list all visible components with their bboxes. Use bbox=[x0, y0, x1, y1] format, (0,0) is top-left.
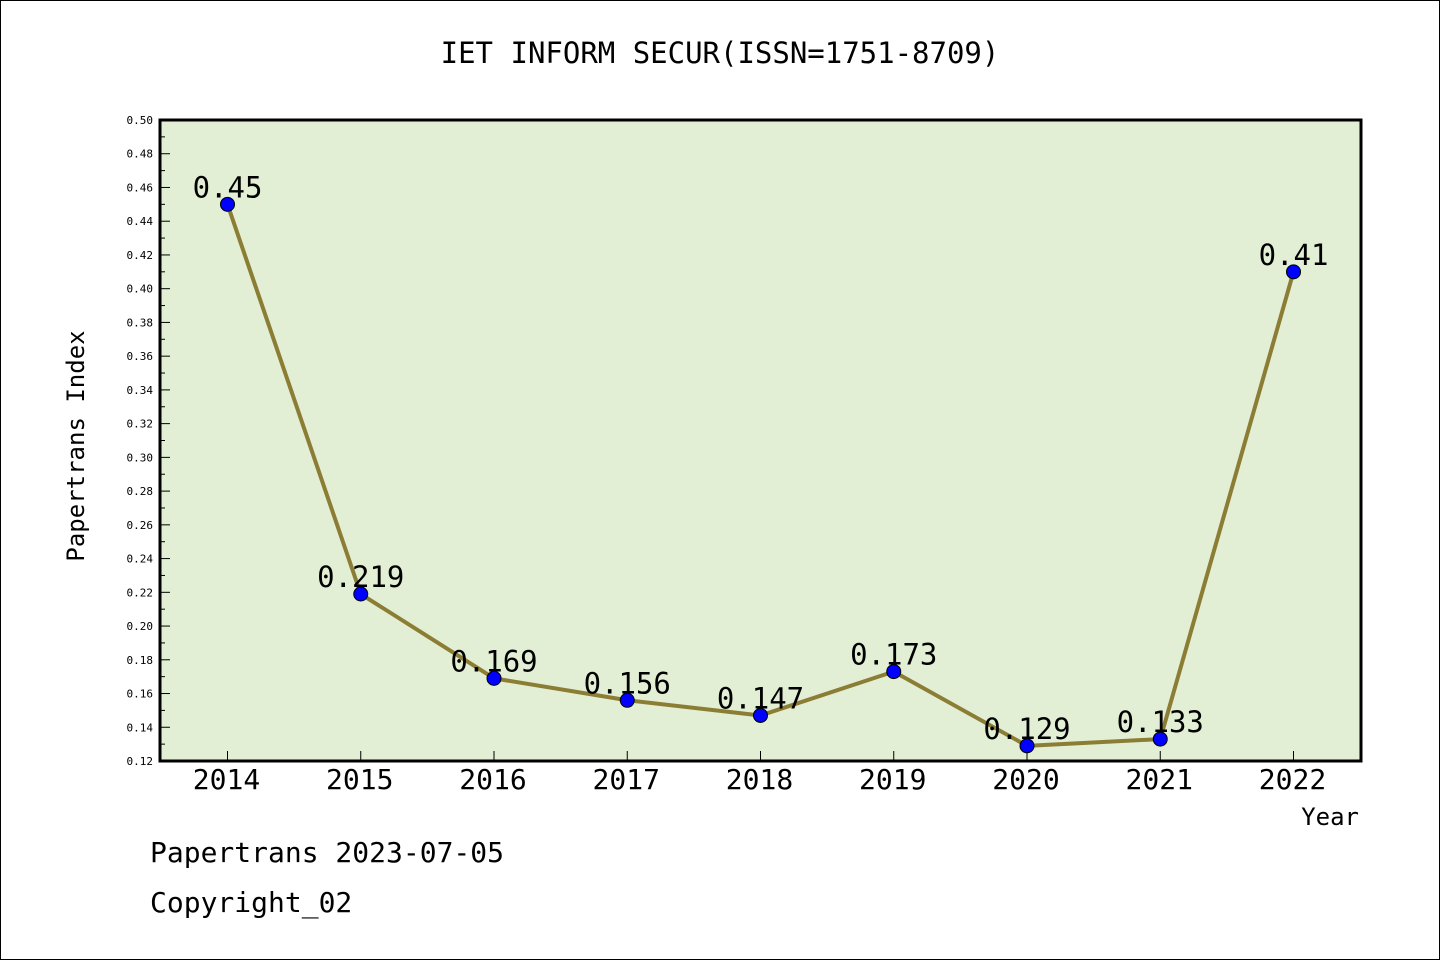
y-tick-label: 0.38 bbox=[127, 316, 154, 329]
y-tick-label: 0.50 bbox=[127, 114, 154, 127]
data-point bbox=[886, 664, 902, 680]
data-label: 0.129 bbox=[983, 712, 1070, 746]
y-tick-label: 0.42 bbox=[127, 249, 154, 262]
data-label: 0.147 bbox=[717, 681, 804, 715]
x-tick-label: 2021 bbox=[1126, 763, 1193, 796]
x-axis: 2014 2015 2016 2017 2018 2019 2020 2021 2022 bbox=[193, 751, 1326, 796]
data-point bbox=[619, 692, 635, 708]
y-axis: 0.12 0.14 0.16 0.18 0.20 0.22 0.24 0.26 0.28 0.30… bbox=[127, 114, 170, 768]
y-tick-label: 0.12 bbox=[127, 755, 154, 768]
y-tick-label: 0.24 bbox=[127, 553, 154, 566]
data-point bbox=[753, 707, 768, 723]
data-point bbox=[486, 670, 502, 686]
chart-title: IET INFORM SECUR(ISSN=1751-8709) bbox=[440, 36, 1000, 70]
y-tick-label: 0.46 bbox=[127, 181, 154, 194]
footer-source: Papertrans 2023-07-05 bbox=[150, 836, 505, 869]
x-tick-label: 2019 bbox=[859, 763, 926, 796]
data-label: 0.45 bbox=[193, 170, 263, 204]
y-tick-label: 0.14 bbox=[127, 721, 154, 734]
data-point bbox=[353, 586, 369, 602]
y-tick-label: 0.20 bbox=[127, 620, 154, 633]
x-tick-label: 2018 bbox=[726, 763, 793, 796]
footer-copyright: Copyright_02 bbox=[150, 886, 353, 919]
series-layer: 0.45 0.219 0.169 0.156 0.147 0.173 0.129 0.133 0… bbox=[193, 170, 1329, 754]
data-label: 0.169 bbox=[450, 644, 537, 678]
y-axis-label: Papertrans Index bbox=[62, 330, 90, 561]
y-tick-label: 0.16 bbox=[127, 688, 154, 701]
y-tick-label: 0.34 bbox=[127, 384, 154, 397]
data-label: 0.219 bbox=[317, 560, 404, 594]
data-label: 0.133 bbox=[1117, 705, 1204, 739]
x-tick-label: 2022 bbox=[1259, 763, 1326, 796]
y-tick-label: 0.40 bbox=[127, 283, 154, 296]
data-point bbox=[1152, 731, 1168, 747]
x-tick-label: 2016 bbox=[459, 763, 526, 796]
x-tick-label: 2015 bbox=[326, 763, 393, 796]
x-tick-label: 2020 bbox=[992, 763, 1059, 796]
y-tick-label: 0.36 bbox=[127, 350, 154, 363]
data-label: 0.41 bbox=[1259, 238, 1329, 272]
y-tick-label: 0.30 bbox=[127, 451, 154, 464]
data-label: 0.173 bbox=[850, 638, 937, 672]
x-tick-label: 2014 bbox=[193, 763, 260, 796]
y-tick-label: 0.26 bbox=[127, 519, 154, 532]
data-label: 0.156 bbox=[584, 666, 671, 700]
plot-area bbox=[158, 118, 1363, 763]
data-point bbox=[1019, 738, 1035, 754]
y-tick-label: 0.44 bbox=[127, 215, 154, 228]
y-tick-label: 0.48 bbox=[127, 148, 154, 161]
y-tick-label: 0.22 bbox=[127, 586, 154, 599]
data-point bbox=[1286, 264, 1301, 280]
data-point bbox=[220, 196, 235, 212]
x-tick-label: 2017 bbox=[593, 763, 660, 796]
y-tick-label: 0.18 bbox=[127, 654, 154, 667]
y-tick-label: 0.32 bbox=[127, 418, 154, 431]
x-axis-label: Year bbox=[1301, 803, 1359, 831]
y-tick-label: 0.28 bbox=[127, 485, 154, 498]
